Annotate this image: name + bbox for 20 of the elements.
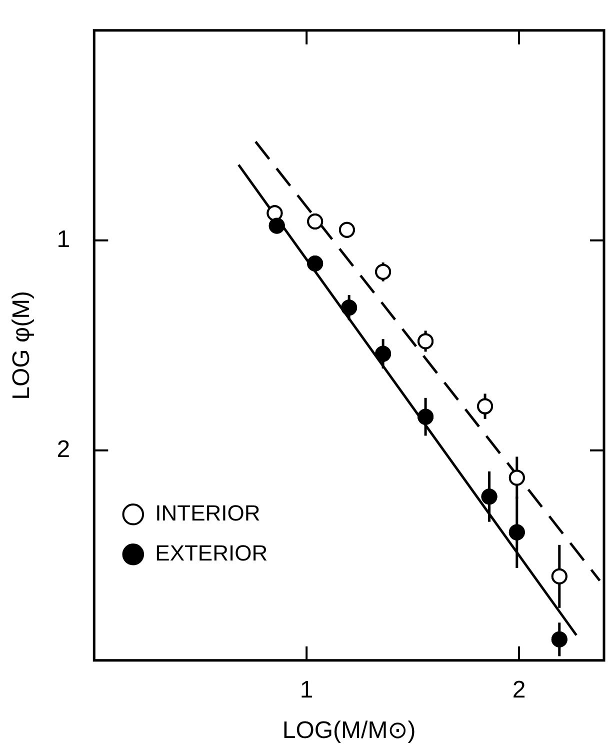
y-axis-title: LOG φ(M) (8, 290, 36, 400)
point (266, 205, 283, 222)
point (341, 300, 358, 316)
point (268, 218, 285, 234)
point (375, 264, 392, 280)
point (481, 488, 498, 505)
point (551, 631, 568, 648)
legend-label: EXTERIOR (155, 540, 268, 566)
point (418, 408, 434, 425)
x-axis-title: LOG(M/M⊙) (282, 717, 416, 744)
point (508, 470, 525, 486)
point (477, 398, 494, 414)
point (418, 333, 434, 350)
point (508, 524, 525, 540)
point (307, 256, 324, 272)
point (375, 346, 392, 362)
point (338, 222, 355, 238)
point (307, 214, 324, 230)
legend-label: INTERIOR (155, 500, 260, 526)
point (551, 568, 568, 584)
